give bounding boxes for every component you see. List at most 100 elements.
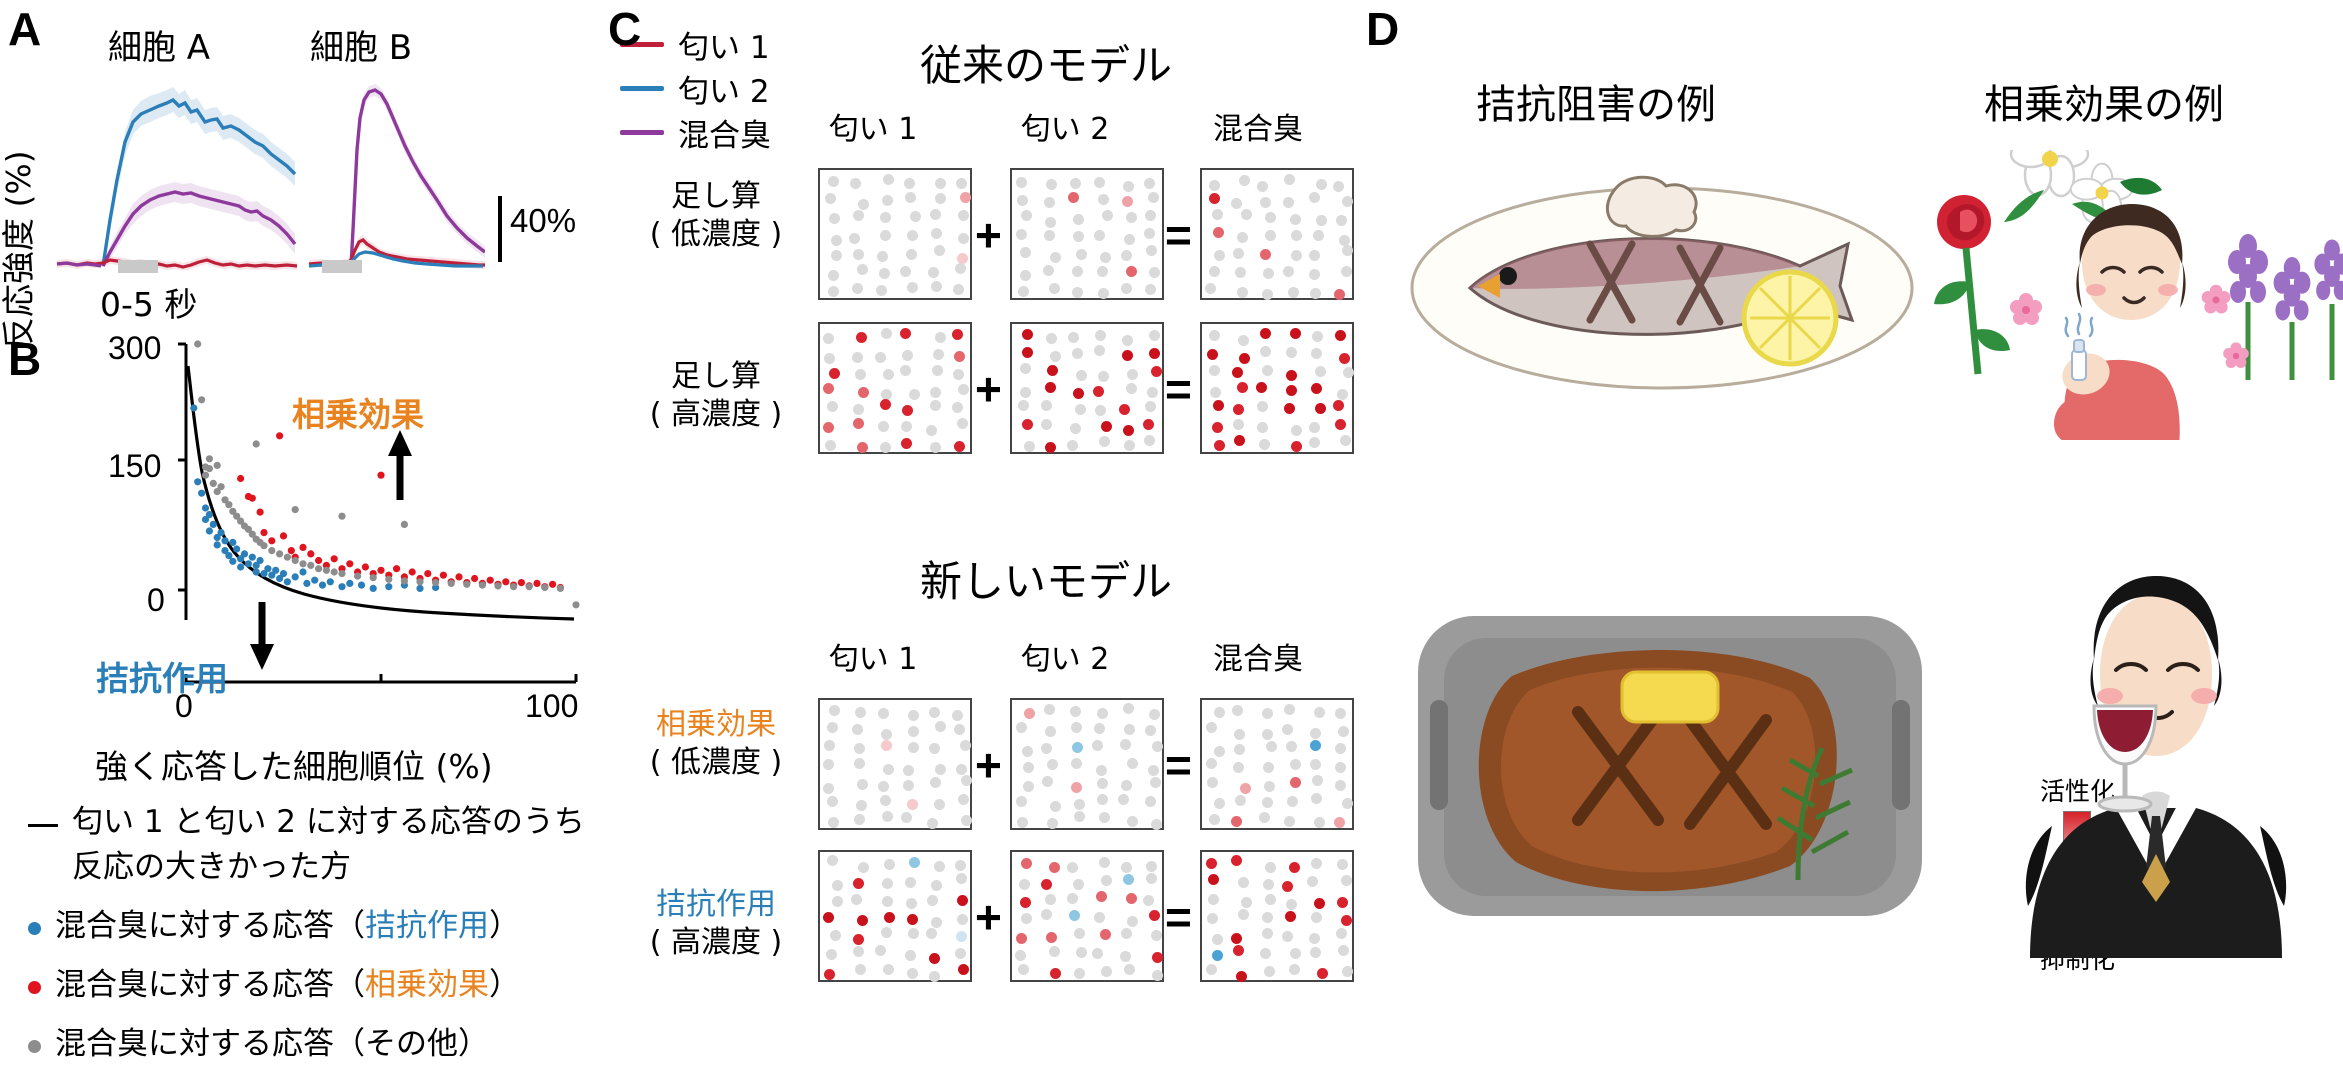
glomerulus-dot-inactive <box>1125 212 1137 224</box>
glomerulus-dot-activated <box>900 438 912 450</box>
glomerulus-dot-inactive <box>1342 797 1354 809</box>
glomerulus-dot-inactive <box>933 348 945 360</box>
glomerulus-dot-inactive <box>1099 811 1111 823</box>
glomerulus-dot-inactive <box>1073 879 1085 891</box>
glomerulus-dot-inactive <box>954 860 966 872</box>
scatter-point <box>408 568 416 576</box>
grilled-fish-with-lemon-illustration <box>1410 175 1914 390</box>
glomerulus-dot-inactive <box>1264 780 1276 792</box>
glomerulus-dot-inactive <box>929 706 941 718</box>
glomerulus-dot-inactive <box>1123 180 1135 192</box>
glomerulus-dot-inactive <box>1282 723 1294 735</box>
glomerulus-dot-inactive <box>828 175 840 187</box>
scatter-point <box>276 574 284 583</box>
panel-c-box-new-high-mixture <box>1200 850 1354 982</box>
glomerulus-dot-inactive <box>1313 706 1325 718</box>
scatter-point <box>377 566 385 574</box>
glomerulus-dot-activated <box>1022 419 1034 431</box>
legend-label-max-response-line2: 反応の大きかった方 <box>72 848 351 885</box>
glomerulus-dot-activated <box>1290 440 1302 452</box>
glomerulus-dot-inactive <box>926 818 938 830</box>
scatter-point <box>315 565 323 573</box>
glomerulus-dot-inactive <box>1021 210 1033 222</box>
glomerulus-dot-activated <box>956 252 968 264</box>
scatter-point <box>256 556 264 565</box>
glomerulus-dot-inactive <box>1309 250 1321 262</box>
glomerulus-dot-inactive <box>956 417 968 429</box>
glomerulus-dot-inactive <box>1314 365 1326 377</box>
glomerulus-dot-inactive <box>1311 911 1323 923</box>
glomerulus-dot-inactive <box>1261 728 1273 740</box>
steak-on-iron-plate-illustration <box>1418 616 1922 916</box>
glomerulus-dot-activated <box>1259 249 1271 261</box>
glomerulus-dot-activated <box>1256 381 1268 393</box>
glomerulus-dot-inactive <box>1288 964 1300 976</box>
glomerulus-dot-inactive <box>1123 703 1135 715</box>
scatter-point <box>201 515 210 524</box>
glomerulus-dot-activated <box>1212 421 1224 433</box>
glomerulus-dot-activated <box>1316 967 1328 979</box>
scatter-point <box>198 489 206 497</box>
glomerulus-dot-inactive <box>832 895 844 907</box>
glomerulus-dot-inactive <box>826 796 838 808</box>
glomerulus-dot-inactive <box>929 970 940 982</box>
glomerulus-dot-inactive <box>1041 909 1053 921</box>
glomerulus-dot-inactive <box>1121 928 1133 940</box>
scatter-point <box>471 574 479 583</box>
glomerulus-dot-inactive <box>1333 180 1345 192</box>
glomerulus-dot-inactive <box>849 232 861 244</box>
scatter-point <box>244 525 252 533</box>
glomerulus-dot-inactive <box>1312 331 1324 343</box>
legend-item-max-response: 匂い 1 と匂い 2 に対する応答のうち 反応の大きかった方 <box>28 800 588 890</box>
scatter-point <box>279 532 288 540</box>
scatter-point <box>233 545 241 553</box>
scatter-point <box>237 555 245 563</box>
scatter-point <box>377 471 385 479</box>
glomerulus-dot-activated <box>1208 193 1220 205</box>
glomerulus-dot-inactive <box>1022 745 1034 757</box>
glomerulus-dot-inactive <box>852 352 864 364</box>
glomerulus-dot-inactive <box>1044 725 1056 737</box>
scatter-point <box>256 508 264 516</box>
panel-c-old-col-mixture: 混合臭 <box>1213 112 1303 147</box>
glomerulus-dot-inactive <box>1339 435 1351 447</box>
panel-c-letter: C <box>608 3 642 55</box>
scatter-point <box>260 570 268 578</box>
panel-c-op-plus-r4: + <box>975 891 1002 943</box>
scatter-point <box>260 529 268 537</box>
glomerulus-dot-inactive <box>883 369 895 381</box>
man-tasting-wine-illustration <box>2025 576 2287 958</box>
glomerulus-dot-inhibited <box>1211 950 1223 962</box>
glomerulus-dot-inactive <box>1314 817 1326 829</box>
glomerulus-dot-inactive <box>1069 178 1081 190</box>
glomerulus-dot-inactive <box>1126 816 1138 828</box>
glomerulus-dot-inactive <box>1040 743 1052 755</box>
scatter-point <box>229 557 237 565</box>
glomerulus-dot-inactive <box>1145 210 1157 222</box>
glomerulus-dot-inactive <box>883 858 895 870</box>
scatter-point <box>556 584 564 592</box>
glomerulus-dot-inactive <box>1309 268 1321 280</box>
glomerulus-dot-activated <box>1068 191 1080 203</box>
glomerulus-dot-activated <box>1070 781 1082 793</box>
glomerulus-dot-inactive <box>903 178 915 190</box>
glomerulus-dot-inactive <box>880 230 892 242</box>
scatter-point <box>213 461 221 469</box>
glomerulus-dot-inactive <box>852 248 864 260</box>
row-label-main: 足し算 <box>671 179 761 214</box>
glomerulus-dot-inactive <box>1337 945 1349 957</box>
panel-b-ytick-300: 300 <box>108 330 162 366</box>
scatter-point <box>209 520 217 528</box>
scatter-point <box>198 396 206 404</box>
glomerulus-dot-inactive <box>1288 287 1300 299</box>
glomerulus-dot-activated <box>1015 933 1027 945</box>
glomerulus-dot-inactive <box>1237 231 1249 243</box>
glomerulus-dot-activated <box>1118 404 1130 416</box>
glomerulus-dot-inactive <box>1018 963 1030 975</box>
glomerulus-dot-inactive <box>1151 741 1163 753</box>
glomerulus-dot-activated <box>1333 288 1345 300</box>
glomerulus-dot-inactive <box>1238 877 1250 889</box>
glomerulus-dot-activated <box>1286 369 1298 381</box>
glomerulus-dot-inactive <box>1145 796 1157 808</box>
glomerulus-dot-activated <box>906 798 918 810</box>
